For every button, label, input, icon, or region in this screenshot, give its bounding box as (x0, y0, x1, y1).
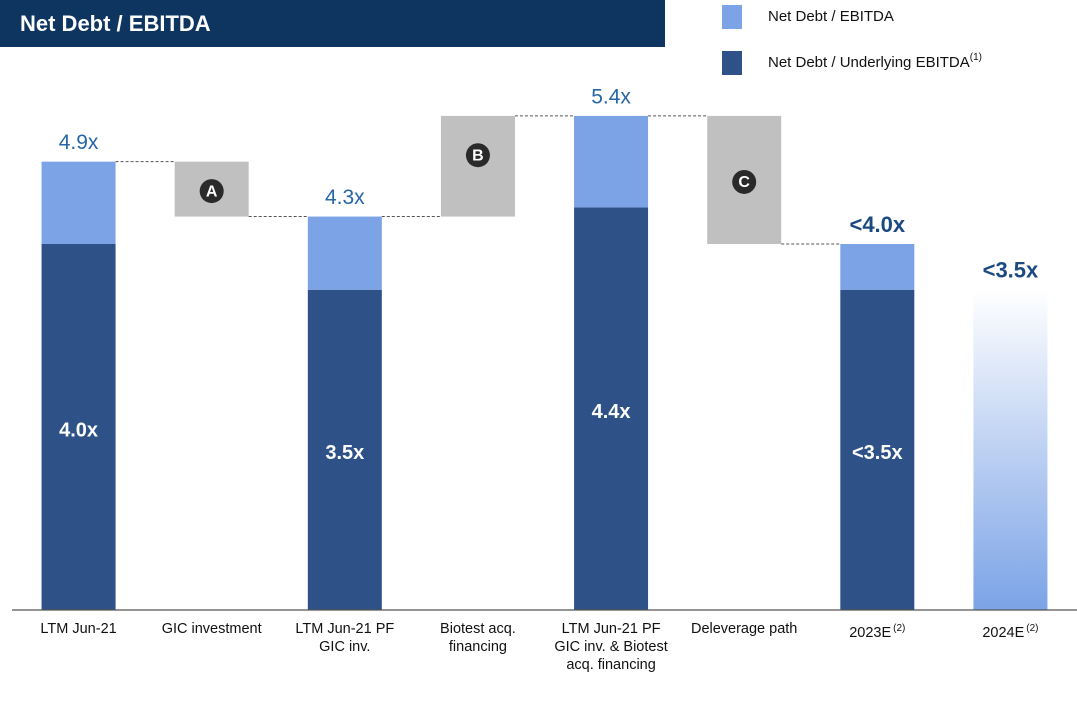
category-footnote: (2) (1026, 623, 1039, 634)
category-text: LTM Jun-21 (40, 621, 117, 637)
total-label: <4.0x (849, 212, 905, 237)
legend-text: Net Debt / Underlying EBITDA (768, 54, 970, 71)
x-tick-label: LTM Jun-21 (15, 620, 143, 638)
category-text: LTM Jun-21 PF GIC inv. (295, 621, 395, 655)
category-text: Deleverage path (690, 621, 798, 637)
value-label: 4.4x (592, 401, 631, 423)
legend-label: Net Debt / Underlying EBITDA(1) (768, 52, 982, 71)
total-label: 4.3x (325, 186, 365, 209)
legend-text: Net Debt / EBITDA (768, 8, 894, 25)
chart-title: Net Debt / EBITDA (20, 11, 211, 36)
total-label: <3.5x (983, 258, 1039, 283)
title-banner (0, 0, 665, 47)
x-tick-label: Deleverage path (680, 620, 808, 638)
category-text: 2024E (982, 625, 1025, 641)
value-label: 4.0x (59, 419, 98, 441)
bar-segment (840, 244, 915, 290)
legend-footnote: (1) (970, 52, 982, 63)
legend-swatch (722, 5, 742, 29)
x-tick-label: 2023E (2) (813, 620, 941, 642)
category-text: LTM Jun-21 PF GIC inv. & Biotest acq. fi… (554, 621, 668, 673)
step-badge (465, 143, 490, 168)
x-tick-label: LTM Jun-21 PF GIC inv. (281, 620, 409, 656)
x-tick-label: GIC investment (148, 620, 276, 638)
step-badge (199, 179, 224, 204)
bar-segment (41, 161, 116, 244)
bar-segment (41, 244, 116, 610)
bar-segment (574, 207, 649, 610)
bar-segment (840, 289, 915, 610)
step-badge (732, 169, 757, 194)
value-label: <3.5x (852, 442, 903, 464)
total-label: 4.9x (59, 131, 99, 154)
total-label: 5.4x (591, 85, 631, 108)
bar-segment (574, 115, 649, 208)
legend-swatch (722, 51, 742, 75)
x-tick-label: Biotest acq. financing (414, 620, 542, 656)
x-tick-label: 2024E (2) (946, 620, 1074, 642)
bar-segment (307, 289, 382, 610)
category-footnote: (2) (893, 623, 906, 634)
bar-segment (973, 289, 1048, 610)
bar-segment (307, 216, 382, 290)
x-tick-label: LTM Jun-21 PF GIC inv. & Biotest acq. fi… (547, 620, 675, 674)
category-text: 2023E (849, 625, 892, 641)
category-text: GIC investment (161, 621, 262, 637)
step-label: C (738, 174, 750, 191)
step-label: B (472, 147, 484, 164)
value-label: 3.5x (325, 442, 364, 464)
legend-label: Net Debt / EBITDA (768, 8, 894, 25)
category-text: Biotest acq. financing (440, 621, 516, 655)
step-label: A (206, 183, 218, 200)
